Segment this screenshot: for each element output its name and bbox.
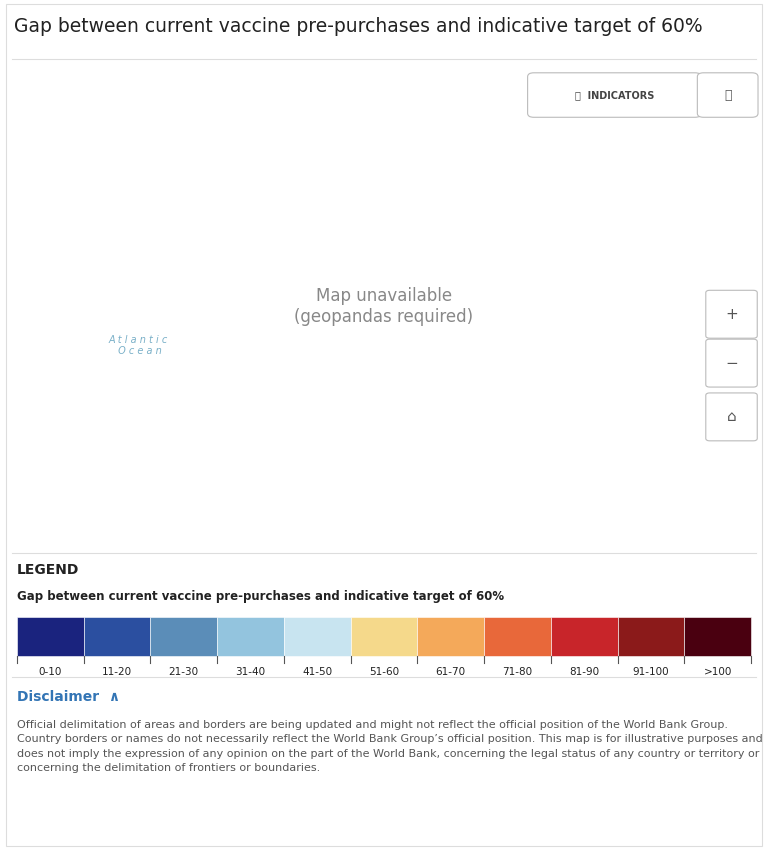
Text: Disclaimer  ∧: Disclaimer ∧: [17, 690, 120, 704]
Text: 21-30: 21-30: [169, 666, 199, 677]
FancyBboxPatch shape: [706, 291, 757, 338]
Text: A t l a n t i c
 O c e a n: A t l a n t i c O c e a n: [108, 335, 168, 356]
FancyBboxPatch shape: [706, 339, 757, 387]
Bar: [284, 617, 351, 655]
Text: Official delimitation of areas and borders are being updated and might not refle: Official delimitation of areas and borde…: [17, 720, 763, 773]
Text: +: +: [725, 307, 738, 322]
Text: −: −: [725, 355, 738, 371]
Text: ⧈  INDICATORS: ⧈ INDICATORS: [574, 90, 654, 100]
Bar: [84, 617, 151, 655]
Text: 91-100: 91-100: [633, 666, 669, 677]
Bar: [17, 617, 84, 655]
Text: 31-40: 31-40: [236, 666, 266, 677]
Text: 0-10: 0-10: [38, 666, 62, 677]
FancyBboxPatch shape: [697, 73, 758, 117]
FancyBboxPatch shape: [706, 393, 757, 441]
Text: LEGEND: LEGEND: [17, 564, 79, 577]
Text: ⛶: ⛶: [724, 88, 731, 102]
Text: 61-70: 61-70: [435, 666, 466, 677]
Text: Gap between current vaccine pre-purchases and indicative target of 60%: Gap between current vaccine pre-purchase…: [17, 590, 504, 604]
Text: 41-50: 41-50: [302, 666, 333, 677]
Text: Map unavailable
(geopandas required): Map unavailable (geopandas required): [294, 287, 474, 326]
Bar: [617, 617, 684, 655]
Text: >100: >100: [703, 666, 732, 677]
Bar: [151, 617, 217, 655]
Text: ⌂: ⌂: [727, 410, 737, 424]
Bar: [417, 617, 484, 655]
Text: 11-20: 11-20: [102, 666, 132, 677]
Text: 51-60: 51-60: [369, 666, 399, 677]
Bar: [684, 617, 751, 655]
Bar: [217, 617, 284, 655]
Text: 81-90: 81-90: [569, 666, 599, 677]
Bar: [351, 617, 417, 655]
Text: Gap between current vaccine pre-purchases and indicative target of 60%: Gap between current vaccine pre-purchase…: [14, 16, 703, 36]
Bar: [484, 617, 551, 655]
FancyBboxPatch shape: [528, 73, 701, 117]
Text: 71-80: 71-80: [502, 666, 532, 677]
Bar: [551, 617, 617, 655]
